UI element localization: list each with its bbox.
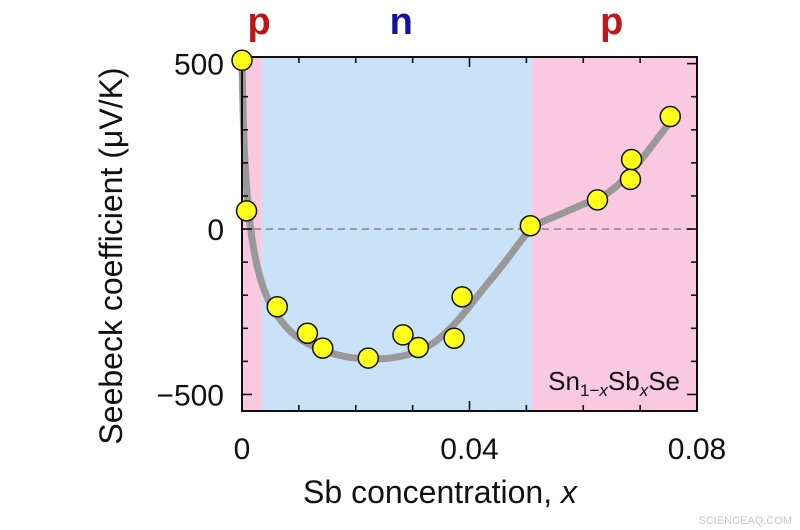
data-point xyxy=(231,49,253,72)
x-tick-label: 0.04 xyxy=(440,433,498,466)
y-axis-label: Seebeck coefficient (μV/K) xyxy=(93,67,129,444)
formula-se: Se xyxy=(648,366,680,396)
data-point xyxy=(619,168,642,191)
data-point xyxy=(235,200,258,222)
region-label-p: p xyxy=(600,1,623,43)
x-axis-label-text: Sb concentration, xyxy=(303,474,561,510)
region-1 xyxy=(261,57,533,411)
doping-regions xyxy=(242,57,697,411)
data-point xyxy=(357,347,380,369)
data-point xyxy=(266,296,289,318)
formula-sub-1-var: x xyxy=(598,381,608,400)
data-point xyxy=(451,286,473,308)
data-point xyxy=(620,148,643,171)
y-tick-label: 0 xyxy=(207,214,224,247)
y-tick-label: −500 xyxy=(156,379,224,412)
data-point xyxy=(312,337,334,359)
formula-sn: Sn xyxy=(548,366,580,396)
y-tick-label: 500 xyxy=(174,49,224,82)
region-label-n: n xyxy=(390,1,413,43)
region-label-p: p xyxy=(247,1,270,43)
axis-tick-labels: 0 0.04 0.08 500 0 −500 xyxy=(156,49,726,466)
data-point xyxy=(519,214,542,237)
data-point xyxy=(296,322,319,345)
data-points xyxy=(231,49,682,369)
x-tick-label: 0.08 xyxy=(668,433,726,466)
watermark: SCIENCEAQ.COM xyxy=(698,515,792,527)
data-point xyxy=(443,327,465,349)
data-point xyxy=(392,324,414,346)
data-point xyxy=(407,336,430,359)
x-axis-label-variable: x xyxy=(559,474,578,510)
compound-formula: Sn1−xSbxSe xyxy=(548,366,680,400)
x-tick-label: 0 xyxy=(234,433,251,466)
formula-sb: Sb xyxy=(608,366,640,396)
axis-ticks xyxy=(241,57,698,411)
formula-sub-1: 1− xyxy=(580,381,599,400)
data-point xyxy=(586,189,609,211)
formula-sub-2-var: x xyxy=(639,381,649,400)
x-axis-label: Sb concentration, x xyxy=(303,474,578,510)
data-point xyxy=(659,105,682,128)
